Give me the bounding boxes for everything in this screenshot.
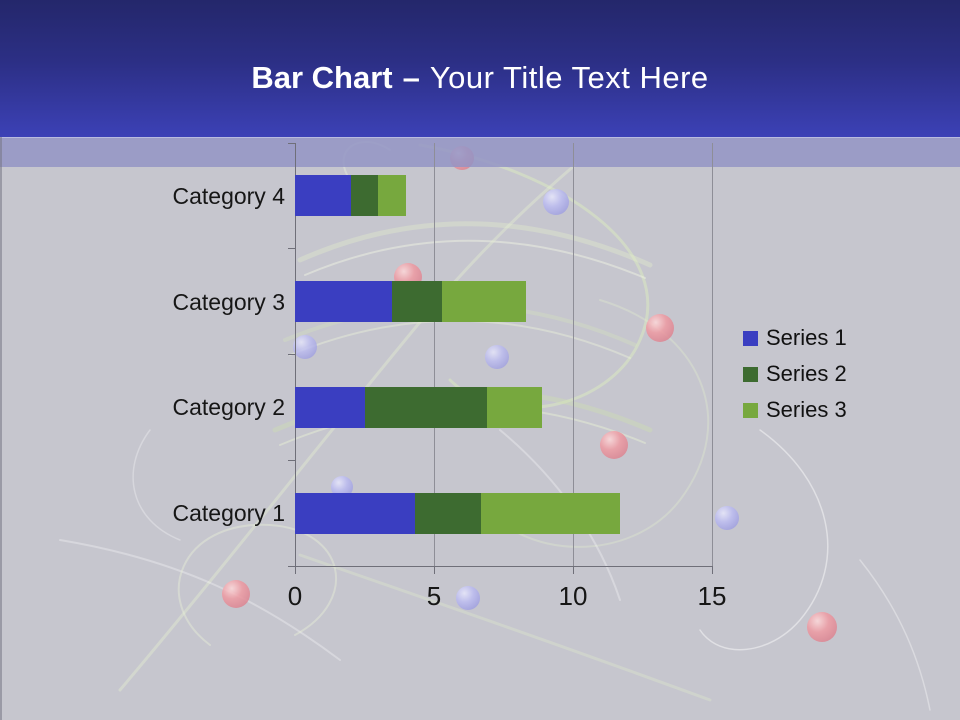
decor-sphere-purple (456, 586, 480, 610)
decor-sphere-red (807, 612, 837, 642)
decor-sphere-purple (485, 345, 509, 369)
legend-label-series-3: Series 3 (766, 397, 847, 422)
decor-sphere-red (600, 431, 628, 459)
decor-sphere-red (394, 263, 422, 291)
slide-title: Bar Chart – Your Title Text Here (251, 42, 708, 96)
legend-label-series-1: Series 1 (766, 325, 847, 350)
title-keyword: Bar Chart (251, 59, 393, 95)
chart-legend: Series 1 Series 2 Series 3 (743, 327, 847, 421)
legend-swatch-series-1 (743, 330, 758, 346)
decor-sphere-purple (543, 189, 569, 215)
fractal-swirls (59, 140, 931, 711)
decor-sphere-purple (715, 506, 739, 530)
legend-swatch-series-3 (743, 402, 758, 418)
decor-sphere-red (646, 314, 674, 342)
legend-swatch-series-2 (743, 366, 758, 382)
legend-label-series-2: Series 2 (766, 361, 847, 386)
title-separator: – (402, 59, 420, 95)
decor-sphere-purple (293, 335, 317, 359)
slide-left-edge (0, 137, 2, 720)
decor-sphere-red (222, 580, 250, 608)
legend-item-series-3: Series 3 (743, 399, 847, 421)
accent-band (0, 137, 960, 167)
legend-item-series-1: Series 1 (743, 327, 847, 349)
slide-header: Bar Chart – Your Title Text Here (0, 0, 960, 137)
decor-sphere-purple (331, 476, 353, 498)
legend-item-series-2: Series 2 (743, 363, 847, 385)
title-placeholder-text: Your Title Text Here (429, 59, 709, 95)
